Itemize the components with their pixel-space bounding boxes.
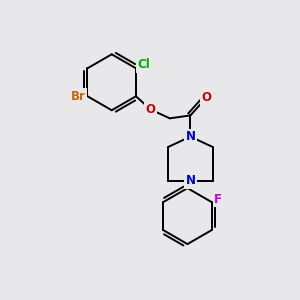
Text: O: O	[201, 91, 211, 104]
Text: N: N	[185, 130, 195, 143]
Text: F: F	[214, 193, 222, 206]
Text: Br: Br	[70, 90, 86, 103]
Text: O: O	[146, 103, 156, 116]
Text: Cl: Cl	[138, 58, 151, 71]
Text: N: N	[185, 174, 195, 187]
